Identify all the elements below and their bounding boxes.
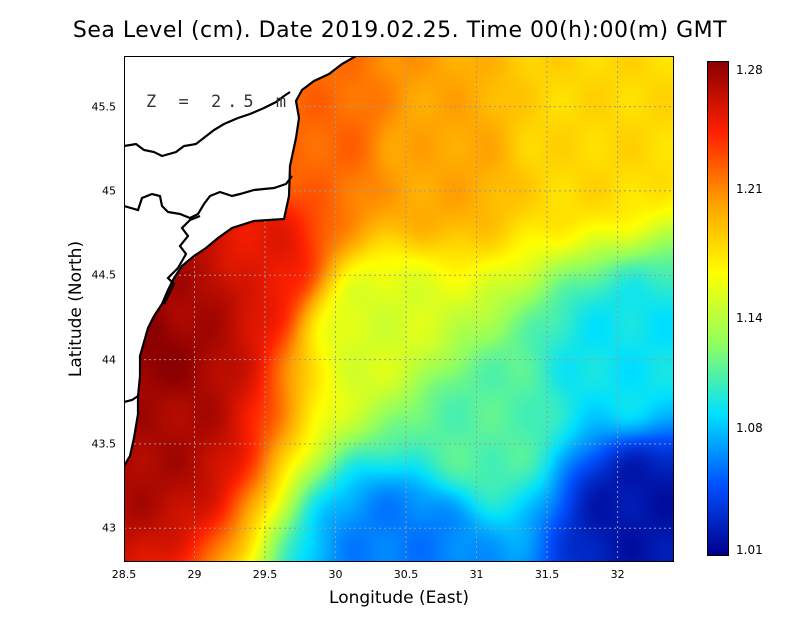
y-tick-label: 45.5 [91,100,117,114]
coastline-bay [163,214,201,305]
colorbar-tick-label: 1.28 [736,63,763,77]
map-overlay [124,56,674,562]
coastline-land [124,56,356,466]
y-axis-label: Latitude (North) [66,240,86,378]
map-title: Sea Level (cm). Date 2019.02.25. Time 00… [72,18,728,43]
plot-area[interactable]: Z = 2.5 m [124,56,674,562]
coastline-south [124,395,139,404]
x-tick-label: 30.5 [393,568,419,581]
depth-label: Z = 2.5 m [146,92,293,112]
plot-border [124,56,674,562]
x-tick-label: 29.5 [252,568,278,581]
y-tick-label: 44.5 [91,268,117,282]
x-tick-label: 31.5 [534,568,560,581]
x-tick-label: 30 [328,568,343,581]
y-tick-label: 43.5 [91,437,117,451]
x-tick-label: 28.5 [111,568,137,581]
coastline-lagoon [124,175,293,220]
x-tick-label: 31 [469,568,484,581]
x-tick-label: 29 [187,568,202,581]
colorbar-tick-label: 1.14 [736,310,763,325]
x-tick-label: 32 [610,568,625,581]
y-tick-label: 43 [102,521,116,535]
y-tick-label: 45 [102,184,116,198]
colorbar [707,61,729,556]
x-axis-label: Longitude (East) [329,588,469,608]
colorbar-tick-label: 1.21 [736,182,763,197]
y-tick-label: 44 [102,353,116,367]
coastline-inlet [124,91,291,158]
colorbar-tick-label: 1.08 [736,420,763,435]
colorbar-tick-label: 1.01 [736,543,763,557]
coastline [124,56,357,467]
